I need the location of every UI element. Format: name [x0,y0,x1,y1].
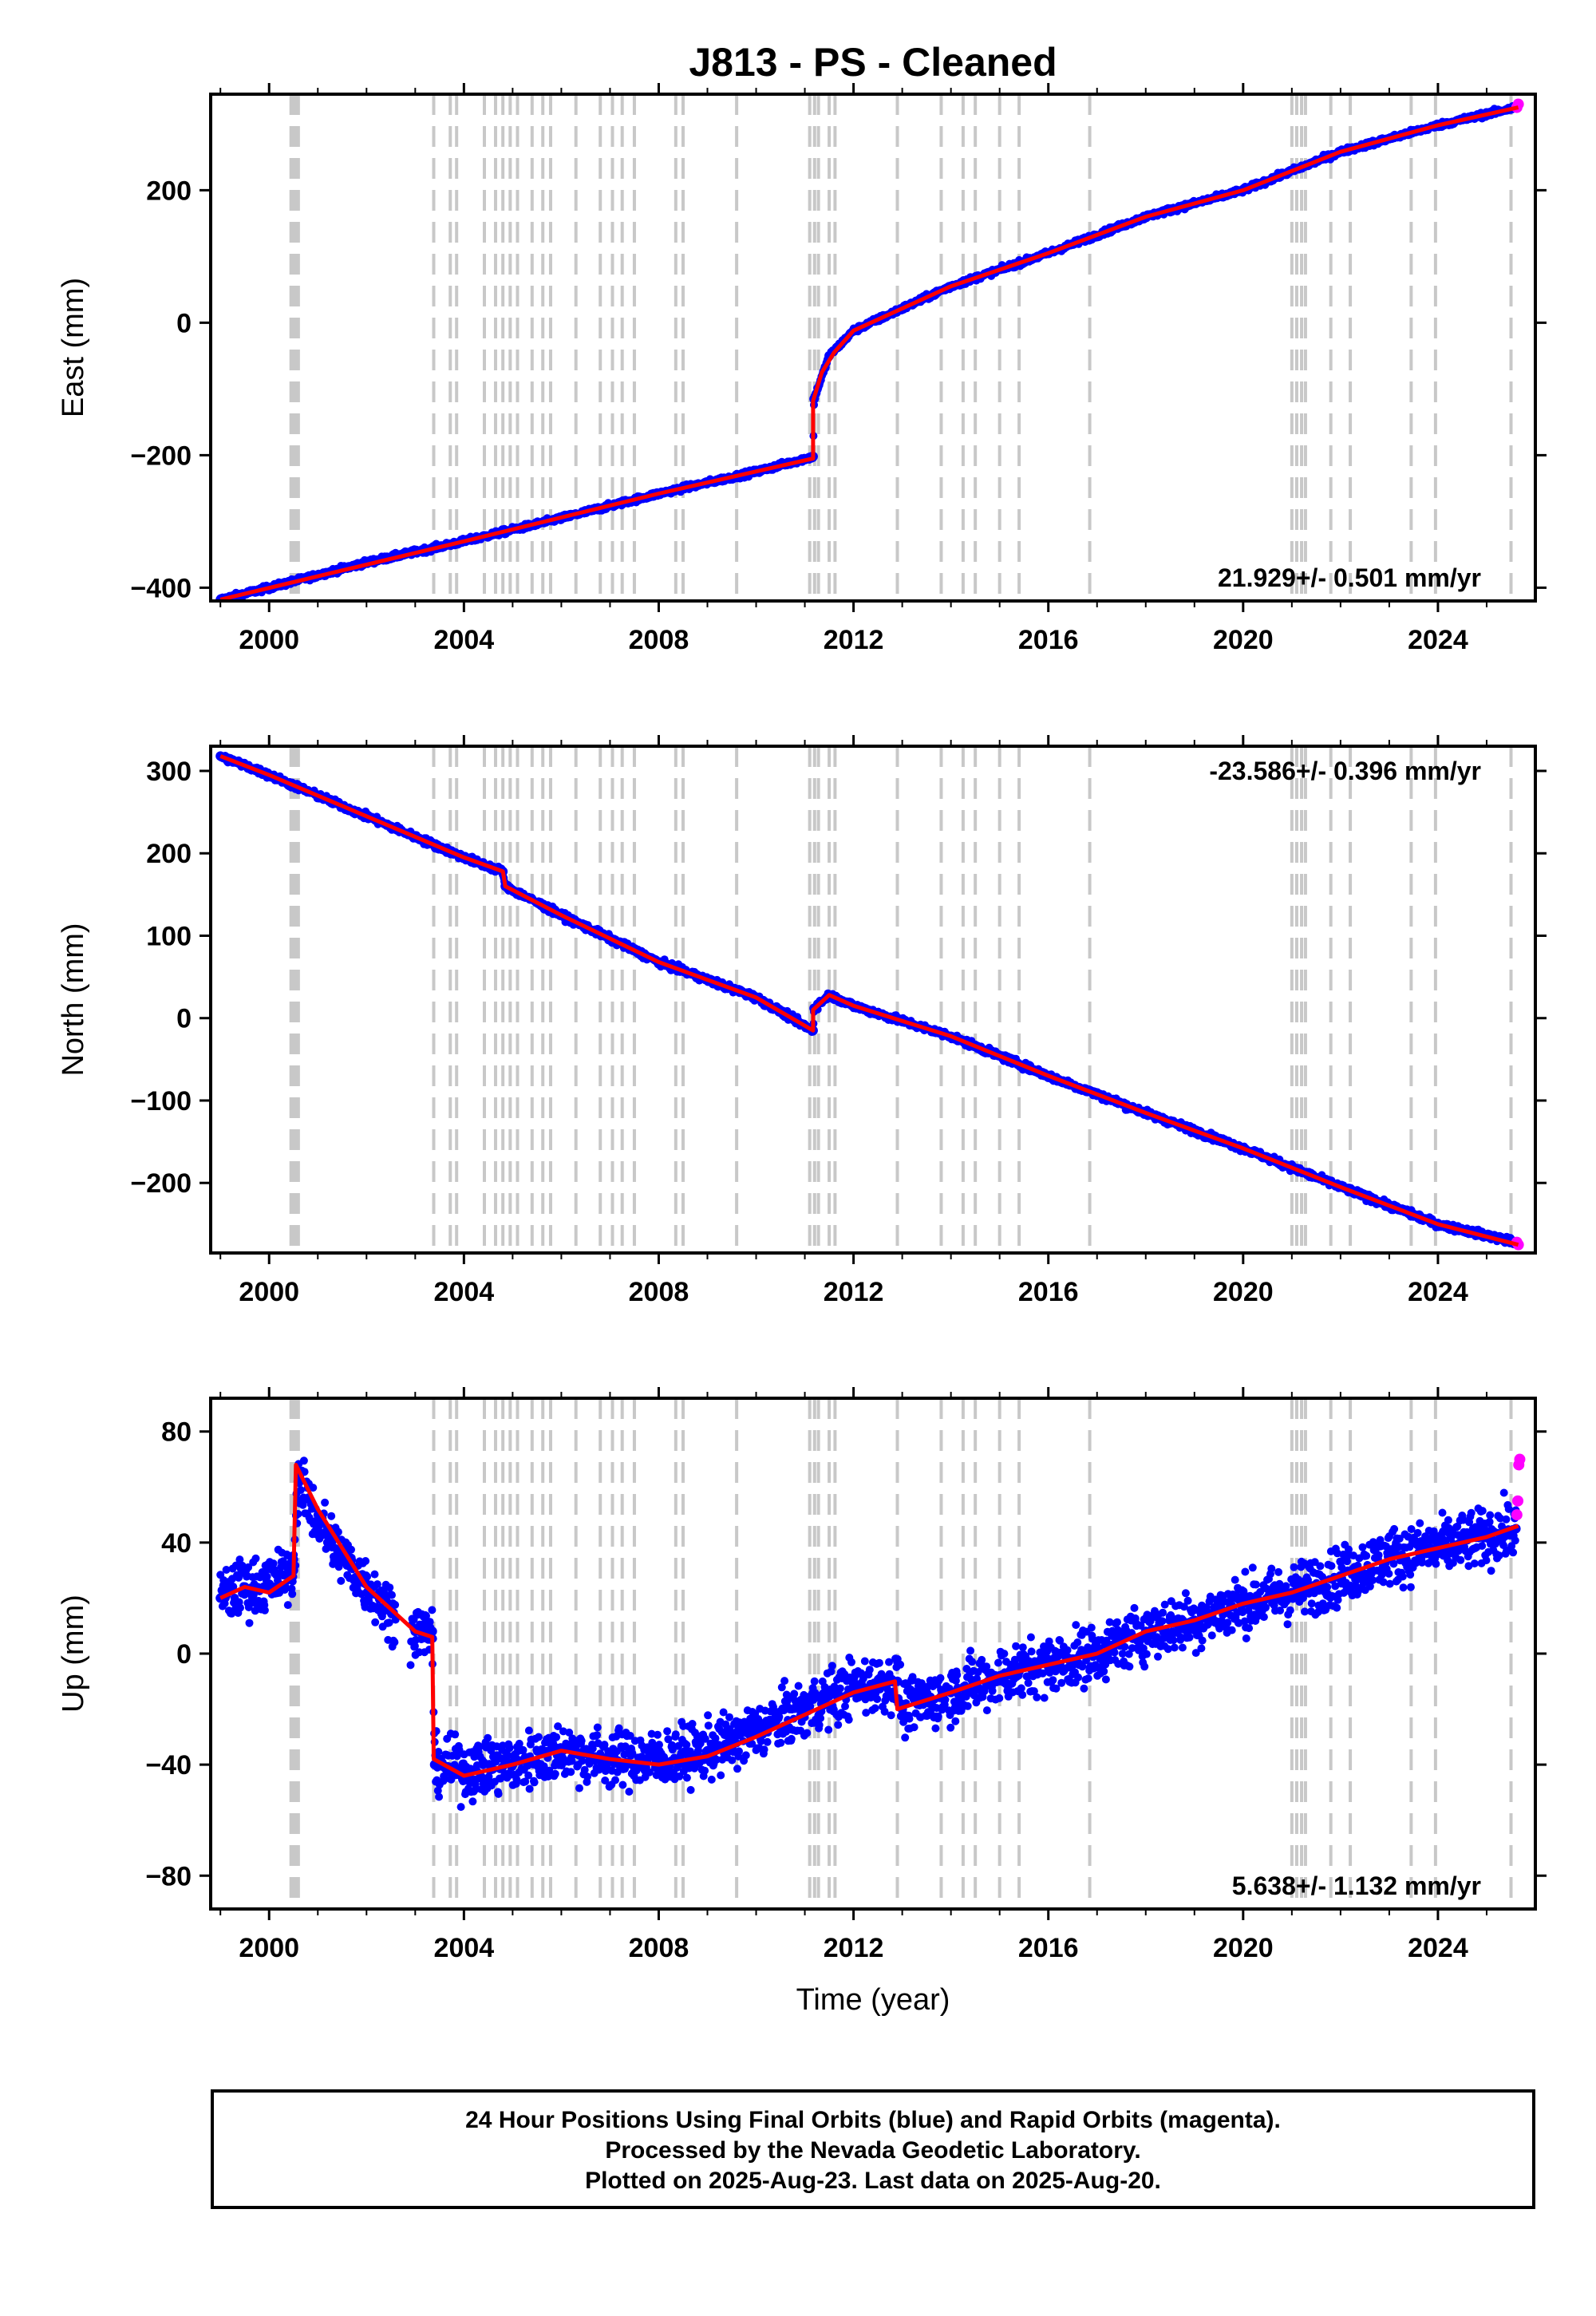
x-tick-label: 2008 [629,625,689,655]
y-axis-label: East (mm) [57,278,90,417]
model-fit-line [219,105,1519,601]
y-tick-label: −200 [130,441,192,471]
x-tick-label: 2020 [1213,625,1274,655]
velocity-rate-label: 21.929+/- 0.501 mm/yr [1218,563,1481,592]
final-orbit-points [215,751,1521,1249]
final-orbit-points [215,102,1521,601]
plot-frame [209,93,1537,603]
x-tick-label: 2000 [239,625,299,655]
y-tick-label: 0 [176,308,192,338]
figure-title: J813 - PS - Cleaned [689,40,1057,85]
x-tick-label: 2024 [1408,625,1468,655]
panel-east: −400 −200 0 200 2000 2004 2008 2012 2016 2020 2024… [57,83,1547,655]
x-tick-label: 2012 [824,625,884,655]
event-lines [289,94,1513,601]
y-tick-label: −400 [130,573,192,603]
x-tick-label: 2016 [1018,625,1079,655]
x-tick-label: 2004 [434,625,495,655]
y-tick-label: 200 [146,176,192,206]
